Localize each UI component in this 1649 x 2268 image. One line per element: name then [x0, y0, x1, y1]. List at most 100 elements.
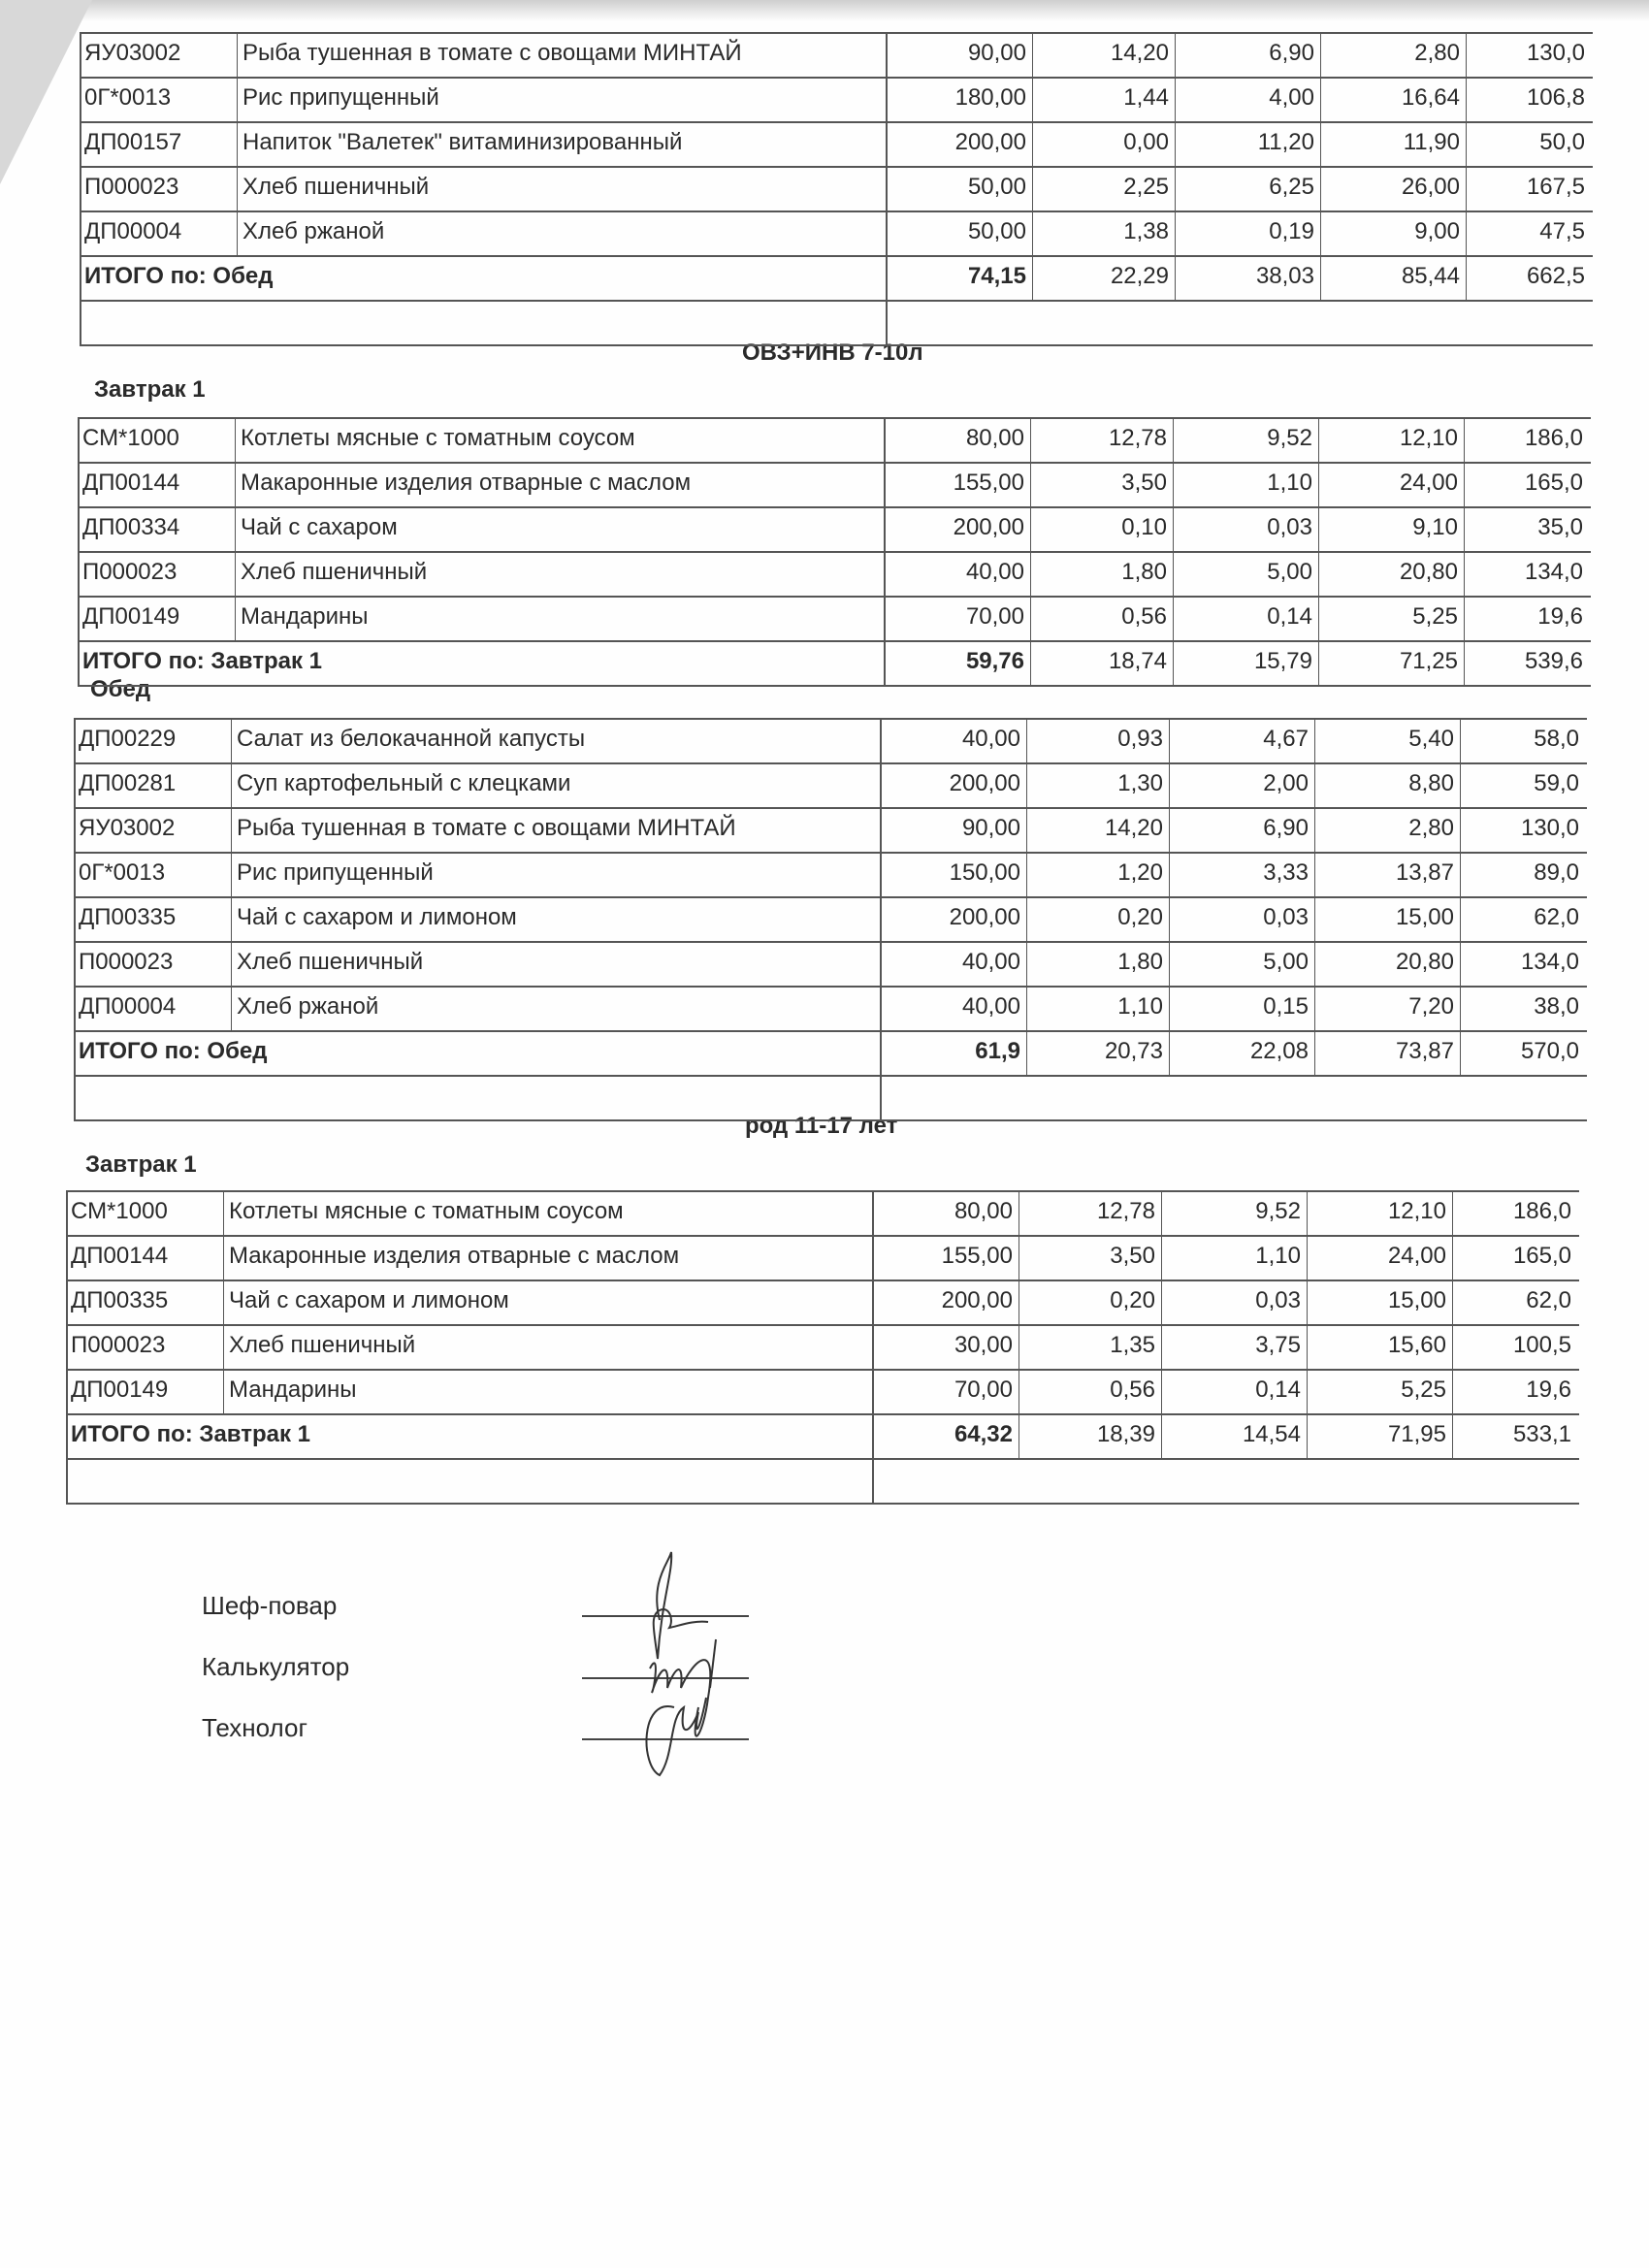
nutrient-value-3: 20,80 [1315, 943, 1461, 986]
nutrient-value-2: 1,10 [1162, 1237, 1308, 1280]
table-row: ДП00229 Салат из белокачанной капусты 40,0… [74, 718, 1587, 764]
total-label: ИТОГО по: Завтрак 1 [66, 1415, 874, 1458]
dish-name: Рис припущенный [232, 854, 882, 896]
nutrient-value-4: 186,0 [1512, 1198, 1571, 1224]
portion-weight: 150,00 [882, 854, 1027, 896]
table-row: ЯУ03002 Рыба тушенная в томате с овощами … [80, 32, 1593, 79]
total-value-1: 18,39 [1019, 1415, 1162, 1458]
nutrient-value-3: 5,25 [1319, 598, 1465, 640]
portion-weight: 200,00 [886, 508, 1031, 551]
dish-code: ЯУ03002 [74, 809, 232, 852]
nutrient-value-2: 0,14 [1162, 1371, 1308, 1413]
nutrient-value-4: 130,0 [1526, 40, 1585, 66]
nutrient-value-1: 12,78 [1031, 419, 1174, 462]
nutrient-value-2: 0,03 [1162, 1281, 1308, 1324]
dish-code: ЯУ03002 [80, 34, 238, 77]
meal-title-lunch: Обед [90, 676, 151, 702]
nutrient-value-2: 9,52 [1174, 419, 1319, 462]
dish-name: Макаронные изделия отварные с маслом [236, 464, 886, 506]
nutrient-value-4: 38,0 [1534, 993, 1579, 1020]
dish-code: П000023 [66, 1326, 224, 1369]
dish-code: ДП00335 [66, 1281, 224, 1324]
nutrient-value-3: 8,80 [1315, 764, 1461, 807]
handwritten-signatures [645, 1551, 717, 1777]
total-value-4: 570,0 [1520, 1038, 1579, 1064]
dish-code: СМ*1000 [78, 419, 236, 462]
dish-code: ДП00335 [74, 898, 232, 941]
portion-weight: 80,00 [886, 419, 1031, 462]
nutrient-value-3: 5,25 [1308, 1371, 1453, 1413]
dish-name: Чай с сахаром и лимоном [232, 898, 882, 941]
total-value-4: 662,5 [1526, 263, 1585, 289]
portion-weight: 30,00 [874, 1326, 1019, 1369]
nutrient-value-2: 0,19 [1176, 212, 1321, 255]
dish-name: Хлеб ржаной [238, 212, 888, 255]
empty-row [74, 1077, 1587, 1121]
nutrient-value-1: 12,78 [1019, 1192, 1162, 1235]
nutrient-value-4: 58,0 [1534, 726, 1579, 752]
portion-weight: 40,00 [882, 943, 1027, 986]
empty-row [80, 302, 1593, 346]
portion-weight: 50,00 [888, 168, 1033, 211]
dish-code: ДП00144 [78, 464, 236, 506]
nutrient-value-4: 134,0 [1524, 559, 1583, 585]
table-row: ДП00281 Суп картофельный с клецками 200,00… [74, 764, 1587, 809]
nutrient-value-4: 165,0 [1524, 470, 1583, 496]
nutrient-value-4: 186,0 [1524, 425, 1583, 451]
dish-code: ДП00149 [78, 598, 236, 640]
nutrient-value-4: 165,0 [1512, 1243, 1571, 1269]
nutrient-value-2: 3,33 [1170, 854, 1315, 896]
nutrient-value-4: 59,0 [1534, 770, 1579, 796]
nutrient-value-1: 3,50 [1031, 464, 1174, 506]
nutrient-value-4: 106,8 [1526, 84, 1585, 111]
nutrient-value-3: 2,80 [1321, 34, 1467, 77]
nutrient-value-1: 1,38 [1033, 212, 1176, 255]
nutrient-value-3: 9,10 [1319, 508, 1465, 551]
total-value-4: 533,1 [1512, 1421, 1571, 1447]
nutrient-value-1: 0,20 [1019, 1281, 1162, 1324]
nutrient-value-2: 0,14 [1174, 598, 1319, 640]
portion-weight: 40,00 [886, 553, 1031, 596]
total-value-2: 15,79 [1174, 642, 1319, 685]
total-row: ИТОГО по: Обед 61,9 20,73 22,08 73,87 570,0 [74, 1032, 1587, 1077]
nutrient-value-4: 19,6 [1537, 603, 1583, 630]
total-weight: 64,32 [874, 1415, 1019, 1458]
table-row: П000023 Хлеб пшеничный 50,00 2,25 6,25 26,00 1… [80, 168, 1593, 212]
total-value-4: 539,6 [1524, 648, 1583, 674]
dish-code: ДП00157 [80, 123, 238, 166]
total-label: ИТОГО по: Обед [74, 1032, 882, 1075]
nutrient-value-4: 134,0 [1520, 949, 1579, 975]
portion-weight: 40,00 [882, 720, 1027, 762]
portion-weight: 80,00 [874, 1192, 1019, 1235]
dish-name: Макаронные изделия отварные с маслом [224, 1237, 874, 1280]
table-row: ДП00335 Чай с сахаром и лимоном 200,00 0,20… [66, 1281, 1579, 1326]
table-row: ЯУ03002 Рыба тушенная в томате с овощами … [74, 809, 1587, 854]
total-value-3: 85,44 [1321, 257, 1467, 300]
dish-name: Хлеб пшеничный [232, 943, 882, 986]
group-title-age-11-17: род 11-17 лет [745, 1113, 898, 1139]
menu-table-lunch-7-10: ДП00229 Салат из белокачанной капусты 40,0… [74, 718, 1587, 1121]
total-value-2: 14,54 [1162, 1415, 1308, 1458]
menu-table-breakfast-7-10: СМ*1000 Котлеты мясные с томатным соусом 8… [78, 417, 1591, 687]
nutrient-value-4: 167,5 [1526, 174, 1585, 200]
table-row: ДП00157 Напиток "Валетек" витаминизирован… [80, 123, 1593, 168]
total-row: ИТОГО по: Завтрак 1 59,76 18,74 15,79 71,25 5… [78, 642, 1591, 687]
nutrient-value-1: 3,50 [1019, 1237, 1162, 1280]
total-weight: 61,9 [882, 1032, 1027, 1075]
table-row: П000023 Хлеб пшеничный 30,00 1,35 3,75 15,60 1… [66, 1326, 1579, 1371]
nutrient-value-2: 11,20 [1176, 123, 1321, 166]
nutrient-value-2: 0,03 [1174, 508, 1319, 551]
nutrient-value-2: 9,52 [1162, 1192, 1308, 1235]
signature-line-calculator [582, 1677, 749, 1679]
total-value-1: 20,73 [1027, 1032, 1170, 1075]
dish-name: Чай с сахаром и лимоном [224, 1281, 874, 1324]
nutrient-value-3: 16,64 [1321, 79, 1467, 121]
nutrient-value-2: 2,00 [1170, 764, 1315, 807]
total-row: ИТОГО по: Завтрак 1 64,32 18,39 14,54 71,95 5… [66, 1415, 1579, 1460]
dish-name: Рис припущенный [238, 79, 888, 121]
nutrient-value-1: 1,44 [1033, 79, 1176, 121]
nutrient-value-1: 0,20 [1027, 898, 1170, 941]
empty-cell [66, 1460, 874, 1503]
nutrient-value-3: 24,00 [1308, 1237, 1453, 1280]
signature-label-technologist: Технолог [202, 1713, 307, 1742]
